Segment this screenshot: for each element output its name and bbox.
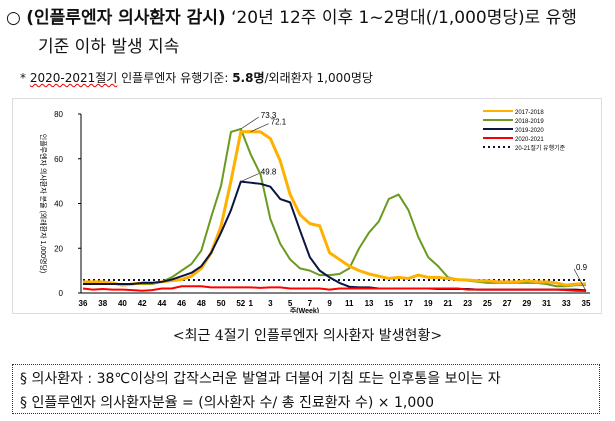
x-axis-label: 주(Week): [290, 307, 319, 313]
annotation-label: 72.1: [271, 118, 287, 127]
x-tick-label: 27: [503, 299, 512, 308]
annotation-label: 49.8: [261, 168, 277, 177]
legend-label: 2020-2021: [515, 137, 544, 143]
x-tick-label: 3: [268, 299, 273, 308]
x-tick-label: 31: [542, 299, 551, 308]
x-tick-label: 33: [562, 299, 571, 308]
x-tick-label: 36: [79, 299, 88, 308]
y-tick-label: 80: [54, 110, 63, 119]
headline: ○ (인플루엔자 의사환자 감시) ‘20년 12주 이후 1~2명대(/1,0…: [6, 4, 611, 62]
x-tick-label: 52: [236, 299, 245, 308]
annotation-leader: [240, 116, 259, 130]
x-tick-label: 29: [522, 299, 531, 308]
definition-1: § 의사환자 : 38℃이상의 갑작스러운 발열과 더불어 기침 또는 인후통을…: [20, 371, 501, 387]
y-tick-label: 60: [54, 155, 63, 164]
x-tick-label: 44: [157, 299, 166, 308]
annotation-leader: [573, 268, 587, 292]
x-tick-label: 13: [365, 299, 374, 308]
headline-text: ‘20년 12주 이후 1~2명대(/1,000명당)로 유행: [225, 8, 577, 28]
legend-label: 2019-2020: [515, 128, 544, 134]
series-line-2018-2019: [83, 127, 586, 288]
x-tick-label: 50: [217, 299, 226, 308]
x-tick-label: 38: [98, 299, 107, 308]
x-tick-label: 1: [248, 299, 253, 308]
note-suffix: /외래환자 1,000명당: [264, 71, 373, 85]
note-prefix: *: [20, 71, 30, 85]
x-tick-label: 9: [327, 299, 332, 308]
x-tick-label: 25: [483, 299, 492, 308]
x-tick-label: 19: [424, 299, 433, 308]
series-line-2020-2021: [82, 285, 587, 292]
y-tick-label: 40: [54, 200, 63, 209]
legend-label: 20-21절기 유행기준: [515, 144, 566, 152]
chart-frame: 0 20 40 60 80 36 38 40 42 44 46 48 50 52 1 3 5 7 9 11 13 15 17…: [12, 98, 602, 315]
chart-caption: <최근 4절기 인플루엔자 의사환자 발생현황>: [172, 328, 443, 344]
legend-label: 2018-2019: [515, 119, 544, 125]
x-tick-label: 23: [463, 299, 472, 308]
note-mid: 인플루엔자 유행기준:: [117, 71, 233, 85]
x-tick-label: 48: [197, 299, 206, 308]
x-tick-label: 46: [177, 299, 186, 308]
x-tick-label: 11: [345, 299, 354, 308]
threshold-note: * 2020-2021절기 인플루엔자 유행기준: 5.8명/외래환자 1,00…: [20, 69, 373, 86]
headline-line2: 기준 이하 발생 지속: [38, 37, 180, 57]
x-tick-label: 7: [308, 299, 313, 308]
x-tick-label: 35: [582, 299, 591, 308]
series-line-2017-2018: [83, 130, 586, 287]
x-tick-label: 15: [384, 299, 393, 308]
circle-bullet: ○: [6, 8, 21, 28]
y-tick-label: 0: [59, 289, 64, 298]
definitions-box: § 의사환자 : 38℃이상의 갑작스러운 발열과 더불어 기침 또는 인후통을…: [12, 364, 600, 414]
note-season: 2020-2021절기: [29, 71, 118, 85]
definition-2: § 인플루엔자 의사환자분율 = (의사환자 수/ 총 진료환자 수) × 1,…: [20, 395, 435, 411]
annotation-leader: [250, 123, 269, 132]
annotation-leader: [240, 173, 259, 182]
headline-bold: (인플루엔자 의사환자 감시): [26, 8, 226, 28]
y-tick-label: 20: [54, 244, 63, 253]
x-tick-label: 21: [443, 299, 452, 308]
x-tick-label: 17: [404, 299, 413, 308]
x-tick-label: 40: [118, 299, 127, 308]
annotation-label: 0.9: [576, 263, 588, 272]
x-tick-label: 5: [288, 299, 293, 308]
annotation-label: 73.3: [261, 111, 277, 120]
x-tick-label: 42: [138, 299, 147, 308]
legend-label: 2017-2018: [515, 110, 544, 116]
y-axis-label: 인플루엔자 의사환자 분율 (외래환자 1,000명당): [39, 134, 48, 273]
note-value: 5.8명: [232, 71, 265, 85]
